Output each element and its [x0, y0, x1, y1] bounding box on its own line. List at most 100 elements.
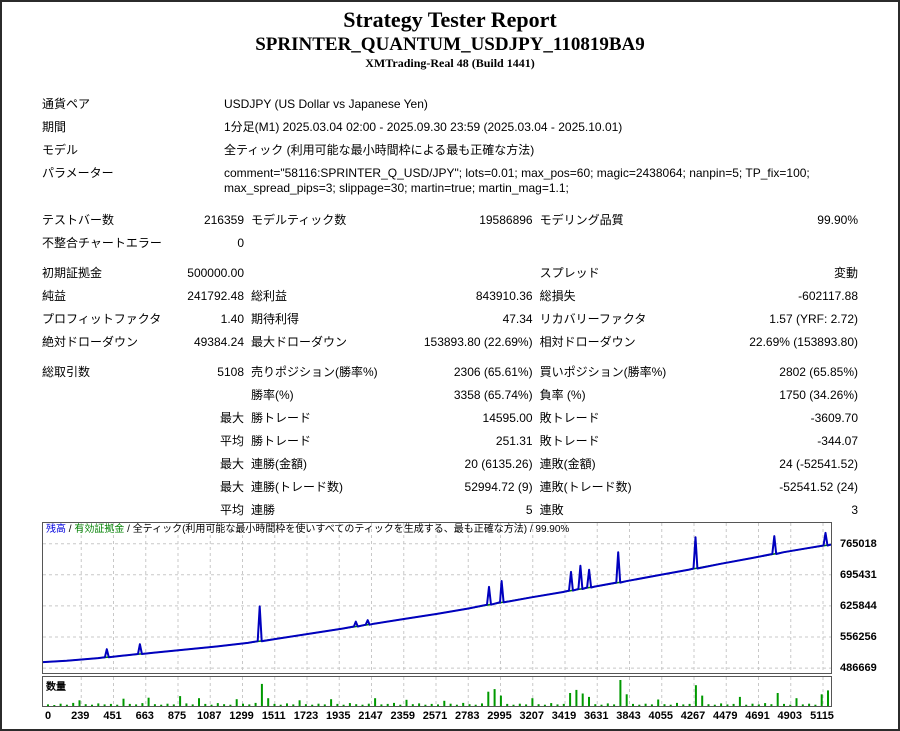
ea-name: SPRINTER_QUANTUM_USDJPY_110819BA9	[255, 34, 645, 55]
stats-row: 最大 連勝(金額) 20 (6135.26) 連敗(金額) 24 (-52541.52)	[42, 452, 858, 475]
x-axis-tick-label: 875	[167, 710, 187, 722]
stats-cell: 連勝	[251, 503, 276, 517]
volume-chart-label: 数量	[46, 682, 66, 693]
x-axis-labels: 0 239 451 663 875 1087 1299 1511 1723 1935 2147 235…	[42, 709, 834, 725]
stats-cell: -344.07	[817, 433, 858, 448]
stats-cell: -52541.52 (24)	[779, 479, 858, 494]
balance-chart: 残高 / 有効証拠金 / 全ティック(利用可能な最小時間枠を使いすべてのティック…	[42, 522, 832, 674]
x-axis-tick-label: 2147	[358, 710, 383, 722]
stats-row: 平均 連勝 5 連敗 3	[42, 498, 858, 521]
stats-cell: 変動	[833, 266, 858, 280]
stats-cell: 1750 (34.26%)	[779, 387, 858, 402]
x-axis-tick-label: 2995	[487, 710, 512, 722]
info-value: 全ティック (利用可能な最小時間枠による最も正確な方法)	[224, 143, 535, 157]
info-table: 通貨ペア USDJPY (US Dollar vs Japanese Yen) 期間…	[42, 97, 858, 196]
stats-cell: 純益	[42, 289, 67, 303]
stats-cell: 3358 (65.74%)	[453, 387, 533, 402]
stats-cell: 連敗	[539, 503, 564, 517]
stats-cell: 相対ドローダウン	[539, 335, 636, 349]
stats-cell: 最大	[219, 480, 244, 494]
y-axis-tick-label: 486669	[840, 662, 877, 675]
stats-cell: スプレッド	[539, 266, 600, 280]
stats-cell: 敗トレード	[539, 434, 600, 448]
stats-cell: 2802 (65.85%)	[779, 364, 858, 379]
chart-legend: 残高 / 有効証拠金 / 全ティック(利用可能な最小時間枠を使いすべてのティック…	[46, 524, 569, 536]
info-row: 期間 1分足(M1) 2025.03.04 02:00 - 2025.09.30 …	[42, 120, 858, 135]
stats-row: 平均 勝トレード 251.31 敗トレード -344.07	[42, 429, 858, 452]
stats-cell: 売りポジション(勝率%)	[251, 365, 378, 379]
info-row: 通貨ペア USDJPY (US Dollar vs Japanese Yen)	[42, 97, 858, 112]
stats-row: 勝率(%) 3358 (65.74%) 負率 (%) 1750 (34.26%)	[42, 383, 858, 406]
server-build: XMTrading-Real 48 (Build 1441)	[365, 56, 535, 70]
stats-cell: 5	[525, 502, 533, 517]
x-axis-tick-label: 2359	[390, 710, 415, 722]
info-value: USDJPY (US Dollar vs Japanese Yen)	[224, 97, 428, 111]
stats-cell: 1.40	[220, 311, 244, 326]
stats-cell: 勝率(%)	[251, 388, 294, 402]
stats-cell: 3	[851, 502, 858, 517]
x-axis-tick-label: 1087	[197, 710, 222, 722]
stats-cell: 19586896	[479, 212, 533, 227]
x-axis-tick-label: 2571	[422, 710, 448, 722]
stats-cell: 1.57 (YRF: 2.72)	[769, 311, 858, 326]
stats-cell: 最大	[219, 411, 244, 425]
stats-row: プロフィットファクタ 1.40 期待利得 47.34 リカバリーファクタ 1.57 (YR…	[42, 307, 858, 330]
x-axis-tick-label: 1723	[293, 710, 319, 722]
stats-cell: 153893.80 (22.69%)	[423, 334, 533, 349]
stats-cell: 不整合チャートエラー	[42, 236, 162, 250]
stats-cell: プロフィットファクタ	[42, 312, 162, 326]
info-label: 期間	[42, 120, 67, 134]
info-row: モデル 全ティック (利用可能な最小時間枠による最も正確な方法)	[42, 143, 858, 158]
stats-cell: 49384.24	[193, 334, 244, 349]
x-axis-tick-label: 4267	[680, 710, 706, 722]
stats-cell: モデリング品質	[539, 213, 624, 227]
stats-cell: 期待利得	[251, 312, 300, 326]
stats-cell: 2306 (65.61%)	[453, 364, 533, 379]
legend-model-note: 全ティック(利用可能な最小時間枠を使いすべてのティックを生成する、最も正確な方法…	[132, 524, 528, 535]
report-header: Strategy Tester Report SPRINTER_QUANTUM_…	[2, 2, 898, 71]
stats-row: 不整合チャートエラー 0	[42, 231, 858, 254]
info-label: 通貨ペア	[42, 97, 91, 111]
y-axis-tick-label: 625844	[840, 599, 877, 612]
stats-cell: 最大ドローダウン	[251, 335, 348, 349]
legend-sep3: /	[527, 524, 536, 535]
legend-equity: 有効証拠金	[74, 524, 125, 535]
stats-cell: 買いポジション(勝率%)	[539, 365, 667, 379]
page-title: Strategy Tester Report	[343, 7, 557, 32]
legend-sep1: /	[66, 524, 75, 535]
stats-cell: 最大	[219, 457, 244, 471]
stats-row: 初期証拠金 500000.00 スプレッド 変動	[42, 261, 858, 284]
stats-cell: 絶対ドローダウン	[42, 335, 139, 349]
stats-cell: モデルティック数	[251, 213, 347, 227]
legend-quality: 99.90%	[535, 524, 570, 535]
stats-cell: 0	[237, 235, 244, 250]
stats-cell: 連敗(トレード数)	[539, 480, 632, 494]
stats-cell: 敗トレード	[539, 411, 600, 425]
stats-cell: 99.90%	[817, 212, 858, 227]
stats-cell: 総取引数	[42, 365, 91, 379]
y-axis-tick-label: 556256	[840, 630, 877, 643]
stats-cell: テストバー数	[42, 213, 115, 227]
stats-cell: 勝トレード	[251, 411, 312, 425]
x-axis-tick-label: 1299	[229, 710, 254, 722]
info-label: モデル	[42, 143, 79, 157]
stats-row: 絶対ドローダウン 49384.24 最大ドローダウン 153893.80 (22.69…	[42, 330, 858, 353]
y-axis-tick-label: 695431	[840, 568, 877, 581]
stats-cell: 22.69% (153893.80)	[749, 334, 858, 349]
x-axis-tick-label: 2783	[455, 710, 480, 722]
stats-cell: 連敗(金額)	[539, 457, 596, 471]
x-axis-tick-label: 4903	[777, 710, 802, 722]
x-axis-tick-label: 4479	[713, 710, 738, 722]
stats-table: テストバー数 216359 モデルティック数 19586896 モデリング品質 99.90…	[42, 208, 858, 521]
info-value: comment="58116:SPRINTER_Q_USD/JPY"; lots…	[224, 166, 810, 195]
stats-cell: 241792.48	[187, 288, 244, 303]
x-axis-tick-label: 1511	[261, 710, 286, 722]
legend-balance: 残高	[46, 524, 66, 535]
stats-cell: 500000.00	[187, 265, 244, 280]
stats-cell: 843910.36	[475, 288, 533, 303]
stats-cell: 初期証拠金	[42, 266, 103, 280]
stats-row: 総取引数 5108 売りポジション(勝率%) 2306 (65.61%) 買いポジション…	[42, 360, 858, 383]
balance-curve-plot	[42, 523, 832, 676]
stats-cell: 総損失	[539, 289, 576, 303]
